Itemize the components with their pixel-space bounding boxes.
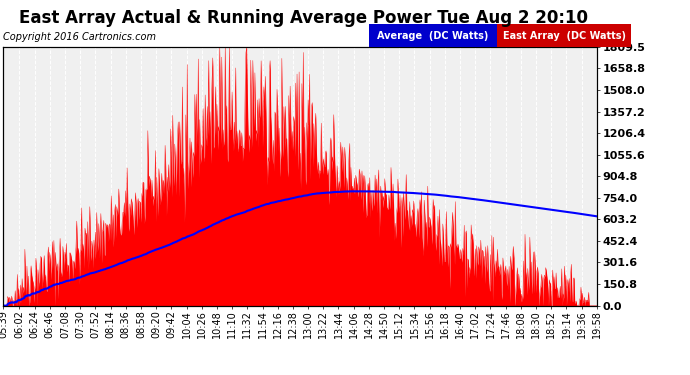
- Text: East Array Actual & Running Average Power Tue Aug 2 20:10: East Array Actual & Running Average Powe…: [19, 9, 588, 27]
- Text: East Array  (DC Watts): East Array (DC Watts): [502, 31, 626, 40]
- Text: Average  (DC Watts): Average (DC Watts): [377, 31, 489, 40]
- Text: Copyright 2016 Cartronics.com: Copyright 2016 Cartronics.com: [3, 32, 157, 42]
